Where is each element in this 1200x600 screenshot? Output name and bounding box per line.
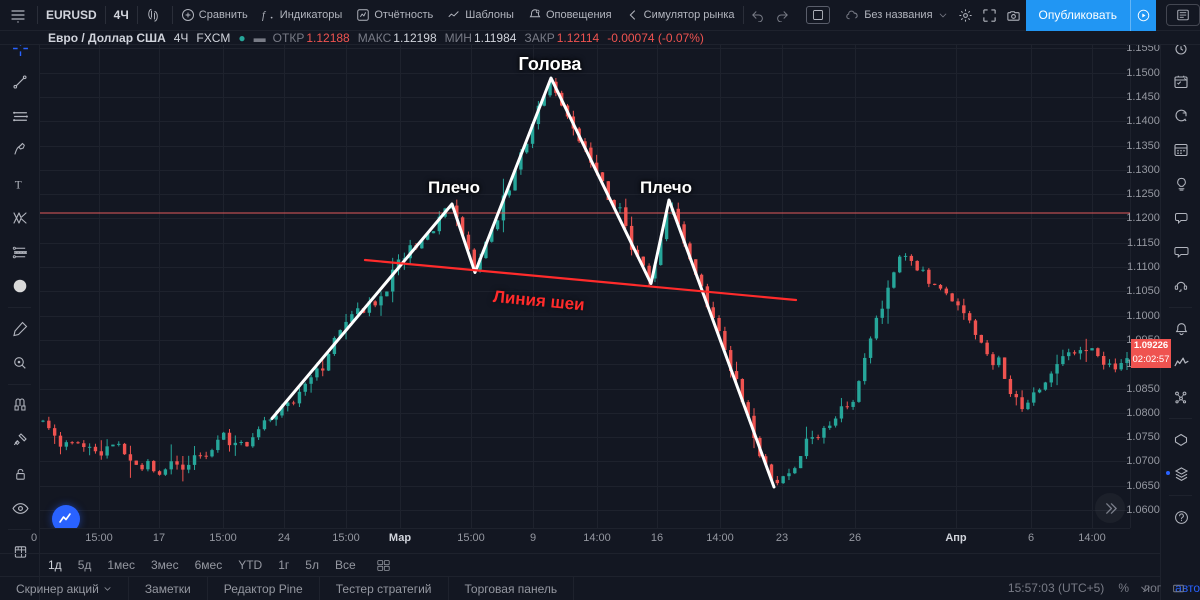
svg-text:f: f — [262, 11, 267, 22]
svg-text:T: T — [15, 179, 22, 191]
